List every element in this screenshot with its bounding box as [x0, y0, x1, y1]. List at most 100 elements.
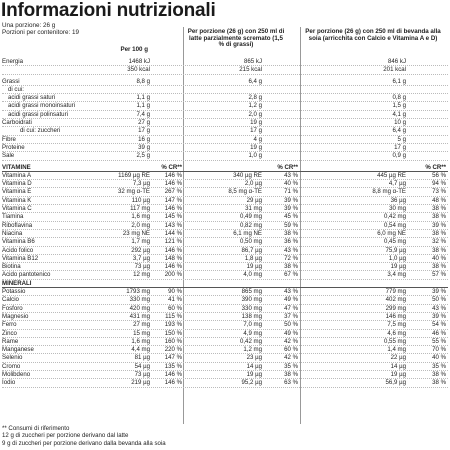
value-cell: 0,8 g: [392, 94, 406, 102]
percent-cr-cell: 42 %: [284, 354, 298, 362]
section-header-row: VITAMINE % CR** % CR** % CR**: [2, 164, 448, 172]
percent-cr-cell: 39 %: [284, 205, 298, 213]
value-cell: 19 g: [250, 143, 262, 151]
value-cell: 4,6 mg: [387, 329, 406, 337]
value-cell: 1,0 µg: [388, 254, 406, 262]
value-cell: 86,7 µg: [241, 246, 262, 254]
percent-cr-cell: 73 %: [432, 188, 446, 196]
value-cell: 7,5 mg: [387, 321, 406, 329]
percent-cr-cell: 144 %: [164, 229, 182, 237]
table-row: Vitamina B12 3,7 µg 148 % 1,8 µg 72 % 1,0 µg 4…: [2, 254, 448, 264]
percent-cr-cell: 146 %: [164, 246, 182, 254]
percent-cr-cell: 39 %: [284, 196, 298, 204]
value-cell: 19 g: [250, 119, 262, 127]
value-cell: 1169 µg RE: [118, 171, 150, 179]
value-cell: 7,3 µg: [132, 180, 150, 188]
footnote: 9 g di zuccheri per porzione derivano da…: [2, 439, 166, 447]
value-cell: 420 mg: [129, 304, 150, 312]
percent-cr-cell: 43 %: [284, 288, 298, 296]
value-cell: 8,5 mg α-TE: [228, 188, 262, 196]
percent-cr-cell: 146 %: [164, 379, 182, 387]
table-row: Cromo 54 µg 135 % 14 µg 35 % 14 µg 35 %: [2, 363, 448, 371]
value-cell: 1,0 g: [248, 152, 262, 160]
footnote: 12 g di zuccheri per porzione derivano d…: [2, 432, 129, 440]
value-cell: 146 mg: [385, 312, 406, 320]
value-cell: 1,6 mg: [131, 337, 150, 345]
percent-cr-cell: 54 %: [432, 321, 446, 329]
row-label: acidi grassi monoinsaturi: [8, 102, 76, 110]
percent-cr-cell: 38 %: [284, 263, 298, 271]
column-divider: [300, 27, 301, 424]
table-row: Riboflavina 2,0 mg 143 % 0,82 mg 59 % 0,54 mg…: [2, 222, 448, 230]
value-cell: 779 mg: [385, 288, 406, 296]
percent-cr-cell: 38 %: [432, 205, 446, 213]
table-row: 350 kcal 215 kcal 201 kcal: [2, 66, 448, 75]
value-cell: 8,8 g: [136, 77, 150, 85]
percent-cr-cell: 146 %: [164, 180, 182, 188]
value-cell: 4,9 mg: [243, 329, 262, 337]
percent-cr-cell: 146 %: [164, 171, 182, 179]
percent-cr-cell: 40 %: [284, 180, 298, 188]
value-cell: 2,0 mg: [131, 221, 150, 229]
table-row: Proteine 39 g 19 g 17 g: [2, 143, 448, 153]
percent-cr-cell: 71 %: [284, 188, 298, 196]
percent-cr-cell: 148 %: [164, 254, 182, 262]
percent-cr-cell: 38 %: [432, 229, 446, 237]
row-label: Acido pantotenico: [2, 271, 51, 279]
value-cell: 14 µg: [390, 362, 406, 370]
value-cell: 8,8 mg α-TE: [372, 188, 406, 196]
section-header-row: MINERALI: [2, 280, 448, 289]
percent-cr-cell: 32 %: [432, 238, 446, 246]
value-cell: 0,54 mg: [383, 221, 406, 229]
percent-cr-cell: % CR**: [161, 163, 182, 171]
value-cell: 1,6 mg: [131, 213, 150, 221]
value-cell: 14 µg: [246, 362, 262, 370]
value-cell: 215 kcal: [239, 66, 262, 74]
percent-cr-cell: 121 %: [164, 238, 182, 246]
row-label: Manganese: [2, 346, 34, 354]
value-cell: 865 mg: [241, 288, 262, 296]
row-label: Vitamina K: [2, 196, 32, 204]
value-cell: 350 kcal: [127, 66, 150, 74]
value-cell: 330 mg: [129, 296, 150, 304]
portions-per-container: Porzioni per contenitore: 19: [2, 29, 80, 36]
percent-cr-cell: 115 %: [165, 312, 182, 320]
percent-cr-cell: 145 %: [164, 213, 182, 221]
percent-cr-cell: 56 %: [432, 171, 446, 179]
value-cell: 19 µg: [246, 370, 262, 378]
value-cell: 27 g: [138, 119, 150, 127]
value-cell: 4,1 g: [392, 110, 406, 118]
table-row: Calcio 330 mg 41 % 390 mg 49 % 402 mg 50 %: [2, 296, 448, 305]
value-cell: 292 µg: [131, 246, 150, 254]
percent-cr-cell: 50 %: [284, 321, 298, 329]
value-cell: 30 mg: [389, 205, 406, 213]
percent-cr-cell: 48 %: [432, 196, 446, 204]
row-label: Proteine: [2, 143, 25, 151]
value-cell: 2,5 g: [136, 152, 150, 160]
value-cell: 19 µg: [390, 370, 406, 378]
table-row: acidi grassi monoinsaturi 1,1 g 1,2 g 1,5 g: [2, 102, 448, 111]
header-per-100g: Per 100 g: [120, 46, 148, 53]
percent-cr-cell: 38 %: [284, 370, 298, 378]
value-cell: 0,42 mg: [239, 337, 262, 345]
table-row: Vitamina B6 1,7 mg 121 % 0,50 mg 36 % 0,45 mg…: [2, 238, 448, 247]
table-row: Biotina 73 µg 146 % 19 µg 38 % 19 µg 38 %: [2, 263, 448, 272]
percent-cr-cell: 57 %: [432, 271, 446, 279]
value-cell: 1,2 g: [248, 102, 262, 110]
value-cell: 0,55 mg: [383, 337, 406, 345]
value-cell: 340 µg RE: [233, 171, 262, 179]
percent-cr-cell: 67 %: [284, 271, 298, 279]
portion-size: Una porzione: 26 g: [2, 22, 56, 29]
value-cell: 16 g: [138, 135, 150, 143]
value-cell: 56,9 µg: [385, 379, 406, 387]
value-cell: 54 µg: [134, 362, 150, 370]
row-label: Cromo: [2, 362, 21, 370]
value-cell: 1793 mg: [126, 288, 150, 296]
table-row: Magnesio 431 mg 115 % 138 mg 37 % 146 mg 39 %: [2, 312, 448, 322]
percent-cr-cell: 37 %: [284, 312, 298, 320]
value-cell: 32 mg α-TE: [118, 188, 150, 196]
value-cell: 39 g: [138, 143, 150, 151]
value-cell: 431 mg: [129, 312, 150, 320]
value-cell: 23 µg: [246, 354, 262, 362]
table-row: Selenio 81 µg 147 % 23 µg 42 % 22 µg 40 %: [2, 354, 448, 363]
